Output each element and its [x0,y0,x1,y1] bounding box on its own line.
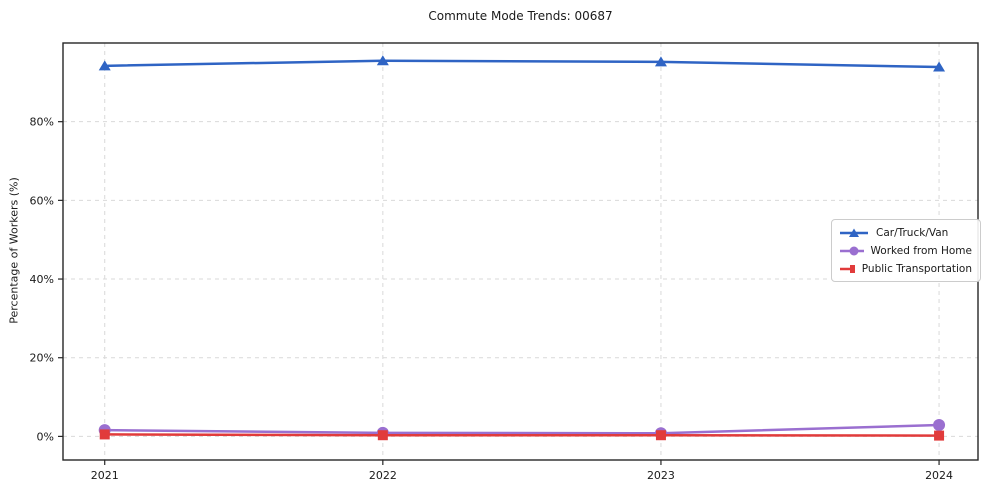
x-tick-label: 2022 [369,469,397,482]
square-marker [934,430,945,441]
triangle-marker [98,60,111,71]
legend-swatch-circle-icon [840,246,864,255]
chart-title: Commute Mode Trends: 00687 [428,9,613,23]
legend-item: Car/Truck/Van [839,224,972,241]
circle-marker [933,418,946,431]
square-marker [655,430,666,441]
legend: Car/Truck/Van Worked from Home Public Tran… [831,219,981,282]
legend-label: Car/Truck/Van [876,226,949,239]
square-marker [99,429,110,440]
x-tick-label: 2021 [91,469,119,482]
triangle-marker [933,61,946,72]
x-tick-label: 2023 [647,469,675,482]
y-tick-label: 40% [30,273,54,286]
y-tick-label: 0% [37,430,54,443]
x-tick-label: 2024 [925,469,953,482]
triangle-marker [654,56,667,67]
triangle-marker [376,55,389,66]
legend-item: Public Transportation [839,260,972,277]
legend-swatch-square-icon [840,264,855,273]
y-tick-label: 60% [30,194,54,207]
legend-label: Worked from Home [870,244,972,257]
square-marker [377,430,388,441]
legend-label: Public Transportation [861,262,972,275]
legend-item: Worked from Home [839,242,972,259]
y-tick-label: 80% [30,116,54,129]
series-line [103,423,941,435]
series-line [103,433,941,437]
legend-swatch-triangle-icon [840,228,868,237]
series-line [103,59,941,69]
y-tick-label: 20% [30,352,54,365]
